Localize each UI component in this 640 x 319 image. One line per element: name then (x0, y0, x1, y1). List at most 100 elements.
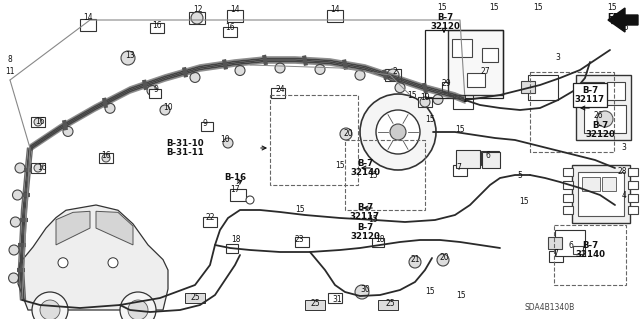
Text: 15: 15 (455, 125, 465, 135)
Text: 15: 15 (295, 205, 305, 214)
Text: 18: 18 (231, 235, 241, 244)
Text: 17: 17 (230, 186, 240, 195)
Text: 7: 7 (456, 164, 461, 173)
Bar (560, 244, 576, 256)
Bar (628, 181, 638, 189)
Circle shape (246, 196, 254, 204)
Bar (452, 39, 472, 57)
Bar (477, 70, 491, 80)
Circle shape (420, 97, 430, 107)
Circle shape (409, 256, 421, 268)
Bar (149, 88, 161, 98)
Polygon shape (608, 8, 638, 32)
Text: 3: 3 (556, 54, 561, 63)
Circle shape (223, 138, 233, 148)
Text: 15: 15 (607, 4, 617, 12)
Circle shape (40, 300, 60, 319)
Text: 13: 13 (125, 50, 135, 60)
Bar (582, 82, 604, 100)
Text: 15: 15 (425, 287, 435, 296)
Circle shape (437, 254, 449, 266)
Bar (563, 181, 573, 189)
Text: 23: 23 (294, 235, 304, 244)
Bar (448, 30, 503, 95)
Circle shape (275, 63, 285, 73)
Text: 10: 10 (163, 103, 173, 113)
Bar (223, 27, 237, 37)
Circle shape (190, 72, 200, 82)
Bar (150, 23, 164, 33)
Circle shape (433, 94, 443, 104)
Bar (549, 250, 563, 262)
Circle shape (120, 292, 156, 319)
Text: 9: 9 (203, 118, 207, 128)
Text: 21: 21 (410, 256, 420, 264)
Bar (189, 12, 205, 24)
Bar (270, 95, 358, 185)
Text: 16: 16 (152, 20, 162, 29)
Text: 20: 20 (343, 129, 353, 137)
Text: SDA4B1340B: SDA4B1340B (525, 303, 575, 313)
Text: 14: 14 (83, 13, 93, 23)
Circle shape (105, 103, 115, 113)
Circle shape (108, 258, 118, 268)
Text: 15: 15 (407, 92, 417, 100)
Circle shape (102, 154, 110, 162)
Bar (442, 82, 456, 92)
Text: B-7
32140: B-7 32140 (575, 241, 605, 259)
Bar (576, 75, 631, 140)
Text: 1: 1 (463, 95, 467, 105)
Circle shape (58, 258, 68, 268)
Text: 29: 29 (441, 79, 451, 88)
Circle shape (9, 245, 19, 255)
Text: 5: 5 (518, 170, 522, 180)
Bar (453, 165, 467, 175)
Circle shape (13, 190, 22, 200)
Text: 16: 16 (101, 151, 111, 160)
Circle shape (10, 217, 20, 227)
Text: 15: 15 (335, 160, 345, 169)
Text: 15: 15 (519, 197, 529, 206)
Bar (99, 153, 113, 163)
Text: 25: 25 (385, 300, 395, 308)
Text: 19: 19 (420, 93, 430, 102)
Bar (628, 168, 638, 176)
Circle shape (395, 83, 405, 93)
Text: 15: 15 (437, 4, 447, 12)
Circle shape (597, 111, 613, 127)
Circle shape (340, 128, 352, 140)
Circle shape (355, 70, 365, 80)
Bar (327, 10, 343, 22)
Circle shape (315, 64, 325, 74)
Bar (530, 72, 614, 152)
Text: 15: 15 (533, 4, 543, 12)
Bar (453, 95, 473, 109)
Bar (203, 217, 217, 227)
Text: B-7
32140: B-7 32140 (350, 159, 380, 177)
Circle shape (191, 12, 203, 24)
Circle shape (34, 118, 42, 126)
Text: 30: 30 (360, 286, 370, 294)
Bar (345, 140, 425, 210)
Bar (607, 82, 625, 100)
Circle shape (147, 85, 157, 95)
Bar (271, 88, 285, 98)
Text: 27: 27 (480, 68, 490, 77)
Bar (328, 293, 342, 303)
Circle shape (32, 292, 68, 319)
Polygon shape (96, 211, 133, 245)
Polygon shape (18, 205, 168, 310)
Text: 15: 15 (368, 170, 378, 180)
Text: 15: 15 (456, 292, 466, 300)
Text: 12: 12 (193, 5, 203, 14)
Text: B-7
32120: B-7 32120 (430, 13, 460, 31)
Text: FR.: FR. (607, 13, 623, 23)
Bar (80, 19, 96, 31)
Bar (521, 81, 535, 93)
Text: 18: 18 (375, 235, 385, 244)
Text: B-7
32120: B-7 32120 (585, 121, 615, 139)
Bar (578, 172, 624, 216)
Bar (226, 243, 238, 253)
Bar (456, 150, 480, 168)
Bar (584, 105, 626, 133)
